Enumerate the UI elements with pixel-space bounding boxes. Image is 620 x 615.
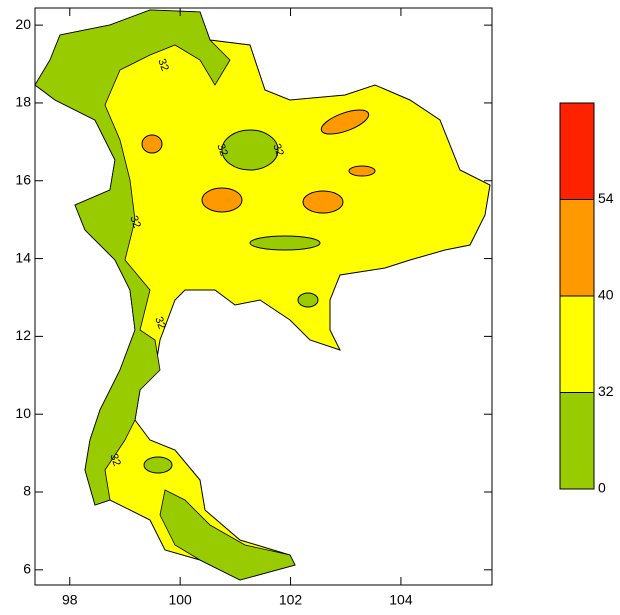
y-tick-label: 14 (15, 249, 31, 265)
y-tick-label: 16 (15, 171, 31, 187)
contour-label: 32 (270, 142, 285, 158)
contour-label: 32 (107, 452, 122, 468)
colorbar-label: 0 (598, 480, 606, 496)
x-tick-label: 98 (62, 592, 78, 608)
y-tick-label: 18 (15, 94, 31, 110)
map-frame (34, 7, 493, 586)
colorbar-label: 54 (598, 190, 614, 206)
y-tick-label: 6 (23, 561, 31, 577)
green-zone (221, 129, 279, 171)
contour-label: 32 (127, 214, 142, 230)
colorbar-box (559, 295, 595, 393)
y-tick-label: 10 (15, 405, 31, 421)
contour-label: 32 (155, 57, 170, 73)
y-tick-label: 8 (23, 483, 31, 499)
x-tick-label: 104 (389, 592, 413, 608)
green-zone (297, 292, 319, 308)
y-tick-label: 12 (15, 327, 31, 343)
green-zone (143, 456, 173, 474)
colorbar-label: 40 (598, 287, 614, 303)
orange-zone (201, 187, 243, 213)
colorbar-box (559, 102, 595, 200)
contour-label: 32 (152, 315, 167, 331)
x-tick-label: 100 (168, 592, 192, 608)
x-tick-label: 102 (279, 592, 303, 608)
y-tick-label: 20 (15, 16, 31, 32)
colorbar-box (559, 199, 595, 297)
green-zone (159, 489, 296, 581)
green-zone (249, 235, 321, 251)
orange-zone (320, 109, 370, 135)
orange-zone (348, 165, 376, 177)
green-zone (34, 9, 231, 506)
map-land (34, 9, 491, 581)
orange-zone (141, 134, 163, 154)
orange-zone (302, 190, 344, 214)
contour-label: 32 (214, 142, 229, 158)
colorbar-label: 32 (598, 383, 614, 399)
colorbar-box (559, 392, 595, 490)
